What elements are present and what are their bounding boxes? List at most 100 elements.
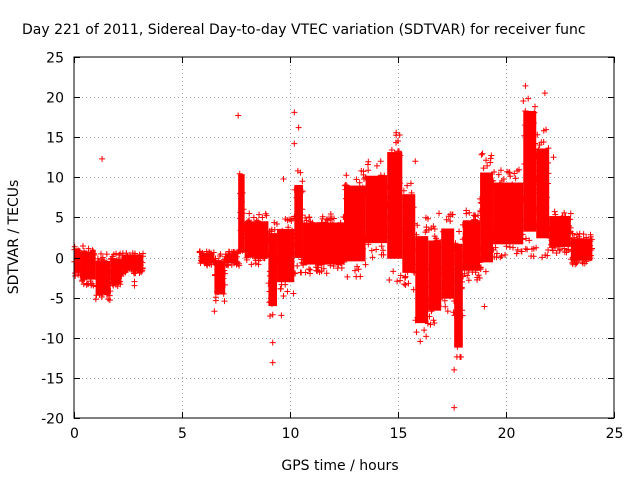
data-point [226, 249, 233, 256]
data-point [235, 112, 242, 119]
data-point [558, 233, 565, 240]
data-point [330, 251, 337, 258]
data-point [78, 265, 85, 272]
data-point [294, 262, 301, 269]
data-point [404, 224, 411, 231]
data-point [211, 258, 218, 265]
data-point [397, 180, 404, 187]
data-point [313, 233, 320, 240]
data-point [567, 210, 574, 217]
data-point [424, 320, 431, 327]
data-point [541, 90, 548, 97]
data-point [506, 244, 513, 251]
data-point [271, 226, 278, 233]
data-point [136, 251, 143, 258]
data-point [237, 247, 244, 254]
data-point [371, 182, 378, 189]
data-point [502, 251, 509, 258]
data-point [212, 297, 219, 304]
data-point [434, 256, 441, 263]
data-point [507, 204, 514, 211]
data-point [433, 259, 440, 266]
data-point [405, 227, 412, 234]
data-point [217, 265, 224, 272]
data-point [537, 202, 544, 209]
data-point [447, 281, 454, 288]
data-point [539, 254, 546, 261]
y-tick-label: -15 [41, 372, 64, 388]
data-point [79, 252, 86, 259]
data-point [298, 189, 305, 196]
data-point [519, 236, 526, 243]
data-point [139, 253, 146, 260]
data-point [110, 276, 117, 283]
data-band [387, 152, 403, 259]
data-point [534, 167, 541, 174]
data-point [435, 298, 442, 305]
data-point [299, 212, 306, 219]
data-point [574, 258, 581, 265]
data-point [331, 250, 338, 257]
data-point [99, 155, 106, 162]
data-point [267, 295, 274, 302]
data-point [385, 227, 392, 234]
data-point [214, 268, 221, 275]
data-point [107, 288, 114, 295]
data-point [103, 251, 110, 258]
data-point [559, 223, 566, 230]
data-point [278, 256, 285, 263]
data-point [386, 212, 393, 219]
data-point [530, 253, 537, 260]
data-point [415, 278, 422, 285]
data-point [470, 235, 477, 242]
x-tick-label: 0 [70, 426, 79, 442]
data-point [263, 251, 270, 258]
data-point [401, 281, 408, 288]
data-point [418, 299, 425, 306]
data-point [214, 287, 221, 294]
data-point [327, 238, 334, 245]
data-point [560, 230, 567, 237]
data-point [364, 188, 371, 195]
data-band [294, 184, 303, 258]
data-point [492, 221, 499, 228]
data-point [410, 231, 417, 238]
data-point [300, 241, 307, 248]
data-point [286, 254, 293, 261]
data-point [269, 311, 276, 318]
data-point [355, 247, 362, 254]
data-point [93, 283, 100, 290]
data-point [402, 257, 409, 264]
data-point [542, 177, 549, 184]
data-point [427, 321, 434, 328]
data-point [495, 199, 502, 206]
data-point [459, 278, 466, 285]
data-point [517, 232, 524, 239]
data-point [362, 191, 369, 198]
data-point [528, 131, 535, 138]
data-point [454, 343, 461, 350]
data-point [421, 286, 428, 293]
data-point [459, 307, 466, 314]
data-point [237, 215, 244, 222]
data-point [479, 244, 486, 251]
data-point [535, 146, 542, 153]
data-point [342, 182, 349, 189]
data-point [506, 169, 513, 176]
data-point [319, 249, 326, 256]
data-point [396, 204, 403, 211]
data-point [544, 252, 551, 259]
data-point [490, 177, 497, 184]
data-point [295, 210, 302, 217]
data-point [421, 240, 428, 247]
data-band [536, 148, 550, 239]
data-point [255, 257, 262, 264]
data-point [261, 233, 268, 240]
data-point [330, 215, 337, 222]
data-point [530, 245, 537, 252]
data-point [444, 308, 451, 315]
data-point [130, 268, 137, 275]
data-point [357, 226, 364, 233]
data-point [278, 281, 285, 288]
data-point [421, 246, 428, 253]
